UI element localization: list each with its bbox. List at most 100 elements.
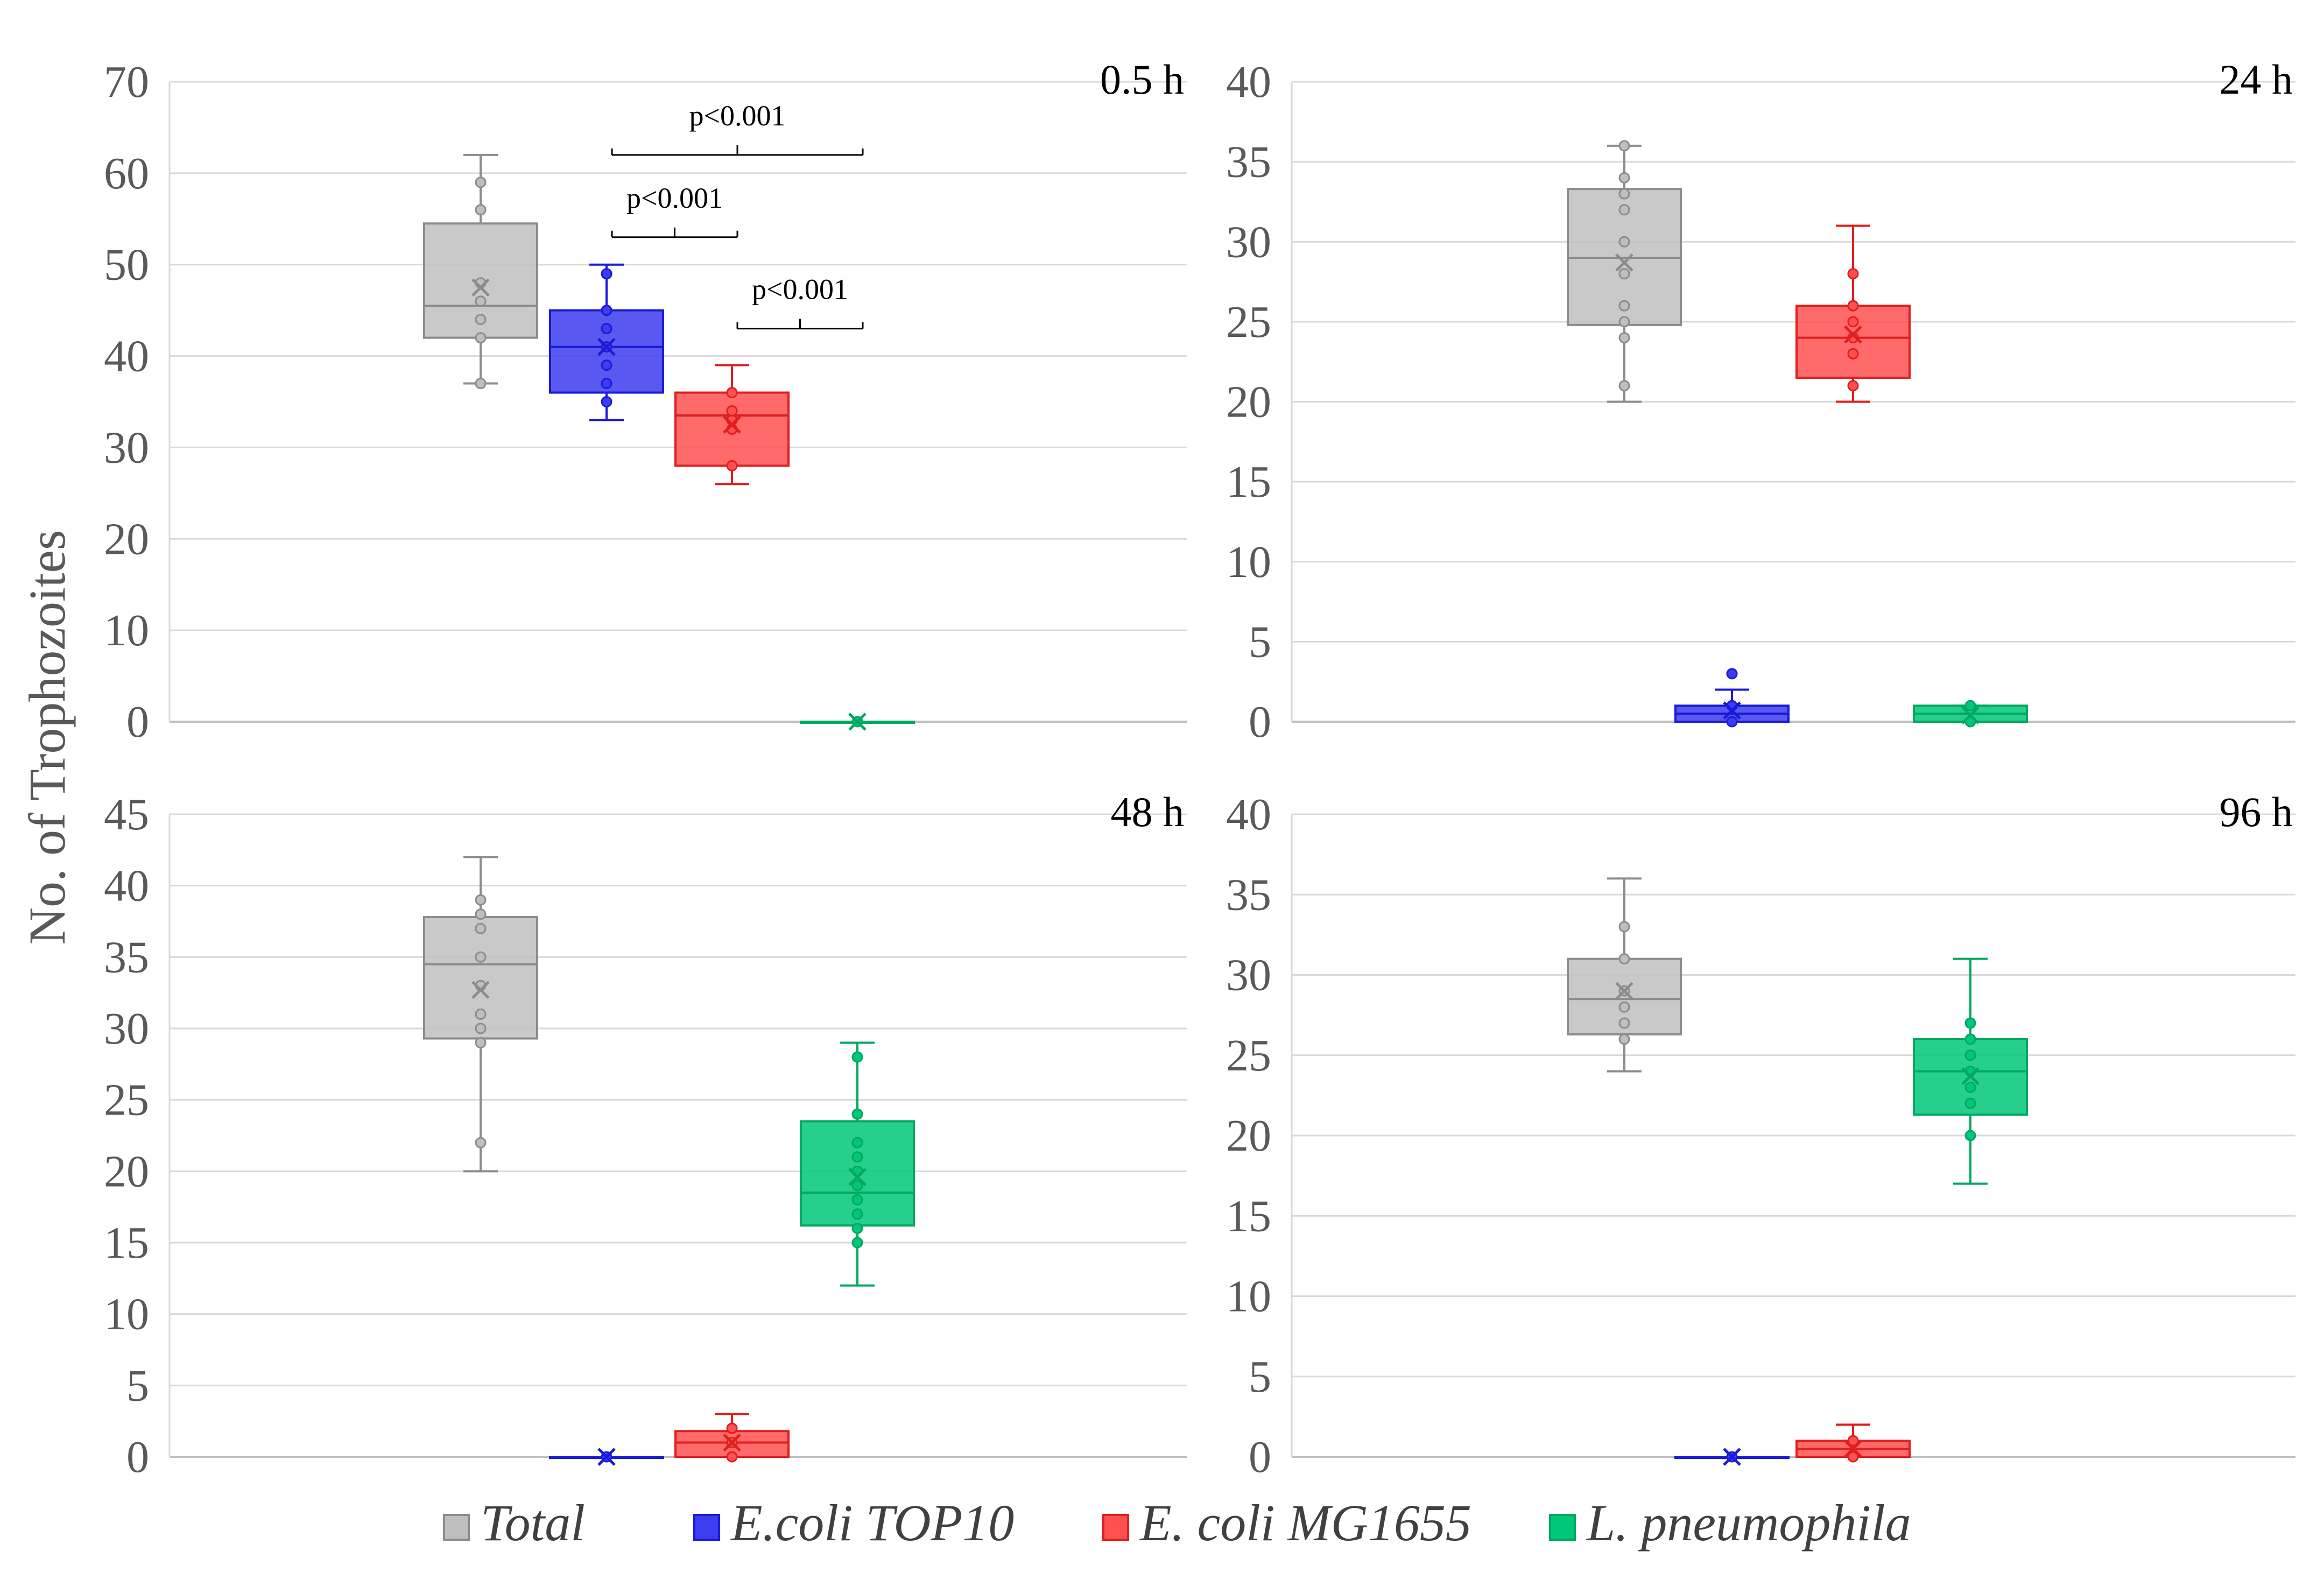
y-tick-label: 15 [104,1218,149,1268]
y-tick-label: 20 [1226,1111,1271,1161]
data-point [1964,1049,1976,1061]
data-point [1618,268,1630,280]
box-e-coli-mg1655 [1795,224,1911,403]
mean-marker [1961,706,1980,724]
data-point [475,922,487,934]
p-value-label: p<0.001 [689,100,786,132]
data-point [1618,236,1630,248]
data-point [601,268,612,280]
data-point [1847,300,1859,312]
box-total [423,856,538,1173]
data-point [1618,316,1630,328]
y-tick-label: 60 [104,149,149,199]
data-point [1726,668,1738,680]
panel-4: 0 5 10 15 20 25 30 35 40 96 h [1226,788,2295,1482]
data-point [726,1451,738,1463]
y-tick-label: 20 [104,1146,149,1196]
y-tick-label: 10 [1226,537,1271,587]
box-total [423,153,538,390]
mean-marker [471,278,490,297]
y-tick-label: 25 [1226,297,1271,347]
box-e-coli-mg1655 [1795,1423,1911,1463]
data-point [1847,268,1859,280]
legend-item: Total [443,1494,585,1552]
y-tick-label: 10 [1226,1272,1271,1322]
mean-marker [1723,1448,1741,1466]
mean-marker [723,1433,741,1452]
data-point [1618,332,1630,344]
data-point [726,1422,738,1434]
y-tick-label: 0 [126,1432,149,1482]
data-point [475,951,487,963]
y-tick-label: 40 [104,332,149,382]
y-tick-label: 35 [1226,137,1271,187]
panel-title: 96 h [2220,788,2293,835]
legend-label: L. pneumophila [1586,1494,1911,1552]
data-point [1964,1081,1976,1093]
data-point [851,1237,863,1249]
p-value-label: p<0.001 [626,182,723,214]
data-point [1618,140,1630,152]
box-e-coli-top10 [1674,668,1790,728]
data-point [1618,1001,1630,1013]
data-point [475,894,487,906]
data-point [601,323,612,335]
data-point [475,1037,487,1049]
mean-marker [1961,1067,1980,1085]
box-e-coli-top10 [1674,1448,1790,1466]
y-tick-label: 0 [1249,1432,1271,1482]
y-tick-label: 35 [1226,870,1271,920]
legend-swatch [1102,1514,1129,1541]
data-point [1964,1130,1976,1141]
legend-label: E. coli MG1655 [1139,1494,1471,1552]
y-tick-label: 30 [104,1004,149,1054]
data-point [726,460,738,471]
data-point [475,295,487,307]
data-point [475,1137,487,1148]
data-point [1847,316,1859,328]
y-tick-label: 15 [1226,457,1271,507]
box-l-pneumophila [800,713,915,731]
box-l-pneumophila [1913,700,2028,728]
y-tick-label: 70 [104,57,149,107]
mean-marker [1723,701,1741,720]
data-point [1618,172,1630,184]
y-tick-label: 0 [1249,697,1271,747]
data-point [1964,1017,1976,1029]
mean-marker [597,337,616,356]
data-point [601,378,612,390]
data-point [475,314,487,326]
panel-title: 48 h [1111,788,1185,835]
y-tick-label: 10 [104,605,149,655]
panel-3: 0 5 10 15 20 25 30 35 40 45 48 h [104,788,1187,1482]
y-tick-label: 5 [126,1361,149,1411]
data-point [851,1051,863,1063]
mean-marker [1615,982,1633,1000]
y-tick-label: 35 [104,932,149,982]
data-point [475,908,487,920]
y-tick-label: 15 [1226,1191,1271,1241]
data-point [851,1208,863,1220]
data-point [475,378,487,390]
mean-marker [848,1168,867,1186]
data-point [1618,188,1630,200]
data-point [1618,380,1630,392]
panel-title: 24 h [2220,56,2293,103]
data-point [1847,1451,1859,1463]
box-l-pneumophila [800,1041,915,1287]
data-point [1618,1033,1630,1045]
data-point [1847,1435,1859,1447]
legend-label: Total [481,1494,585,1552]
data-point [475,1023,487,1034]
y-tick-label: 50 [104,240,149,290]
data-point [475,177,487,188]
data-point [1964,700,1976,711]
legend-swatch [443,1514,470,1541]
data-point [1726,716,1738,728]
data-point [1618,953,1630,965]
data-point [1964,1097,1976,1109]
data-point [1618,300,1630,312]
mean-marker [471,981,490,999]
mean-marker [1615,253,1633,272]
